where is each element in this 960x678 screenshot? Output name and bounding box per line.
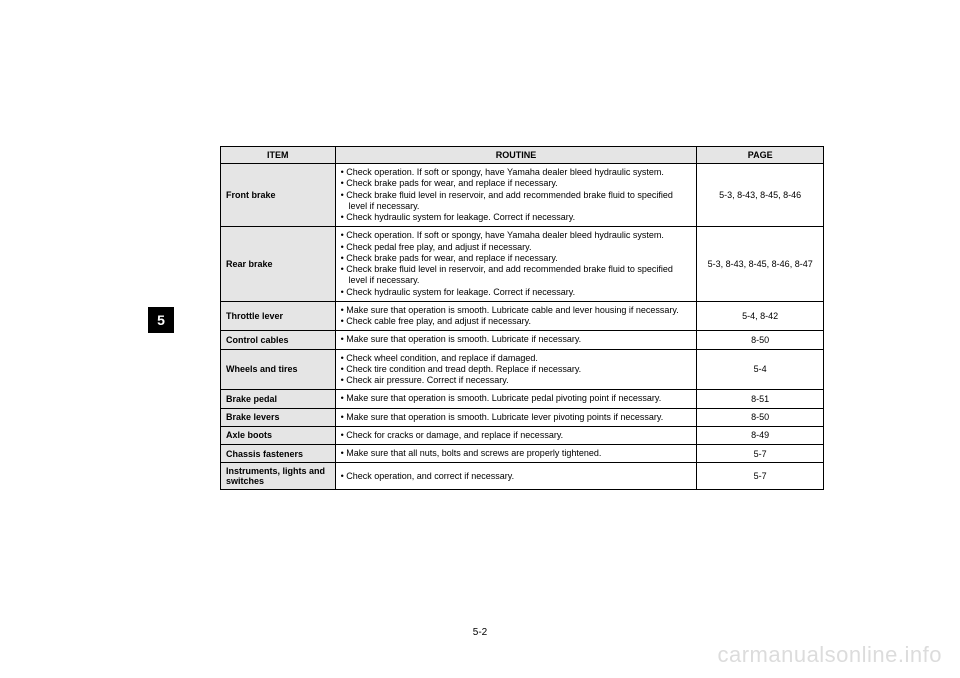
table-row: Instruments, lights and switches Check op…: [221, 463, 824, 490]
maintenance-table-wrap: ITEM ROUTINE PAGE Front brake Check opera…: [220, 146, 824, 490]
routine-cell: Make sure that operation is smooth. Lubr…: [335, 331, 697, 349]
item-cell: Instruments, lights and switches: [221, 463, 336, 490]
page-cell: 8-50: [697, 408, 824, 426]
section-number: 5: [157, 312, 165, 328]
routine-item: Check operation, and correct if necessar…: [341, 471, 692, 482]
col-header-page: PAGE: [697, 147, 824, 164]
routine-list: Check wheel condition, and replace if da…: [341, 353, 692, 387]
routine-item: Check wheel condition, and replace if da…: [341, 353, 692, 364]
routine-list: Check operation. If soft or spongy, have…: [341, 167, 692, 223]
watermark: carmanualsonline.info: [717, 642, 942, 668]
routine-item: Check operation. If soft or spongy, have…: [341, 230, 692, 241]
routine-item: Check brake fluid level in reservoir, an…: [341, 190, 692, 213]
page-cell: 5-3, 8-43, 8-45, 8-46, 8-47: [697, 227, 824, 302]
routine-item: Make sure that operation is smooth. Lubr…: [341, 412, 692, 423]
page-cell: 8-51: [697, 390, 824, 408]
table-row: Rear brake Check operation. If soft or sp…: [221, 227, 824, 302]
page-cell: 8-49: [697, 426, 824, 444]
item-cell: Control cables: [221, 331, 336, 349]
routine-item: Check operation. If soft or spongy, have…: [341, 167, 692, 178]
routine-item: Check brake pads for wear, and replace i…: [341, 178, 692, 189]
routine-cell: Check operation, and correct if necessar…: [335, 463, 697, 490]
routine-item: Check brake pads for wear, and replace i…: [341, 253, 692, 264]
routine-item: Check pedal free play, and adjust if nec…: [341, 242, 692, 253]
item-cell: Chassis fasteners: [221, 445, 336, 463]
routine-item: Check tire condition and tread depth. Re…: [341, 364, 692, 375]
table-header-row: ITEM ROUTINE PAGE: [221, 147, 824, 164]
table-row: Control cables Make sure that operation i…: [221, 331, 824, 349]
routine-list: Check operation. If soft or spongy, have…: [341, 230, 692, 298]
routine-item: Check for cracks or damage, and replace …: [341, 430, 692, 441]
manual-page: 5 ITEM ROUTINE PAGE Front brake Check ope…: [0, 0, 960, 678]
table-row: Wheels and tires Check wheel condition, a…: [221, 349, 824, 390]
routine-item: Check cable free play, and adjust if nec…: [341, 316, 692, 327]
routine-item: Check brake fluid level in reservoir, an…: [341, 264, 692, 287]
routine-item: Check hydraulic system for leakage. Corr…: [341, 287, 692, 298]
routine-cell: Make sure that all nuts, bolts and screw…: [335, 445, 697, 463]
item-cell: Front brake: [221, 164, 336, 227]
item-cell: Wheels and tires: [221, 349, 336, 390]
maintenance-table: ITEM ROUTINE PAGE Front brake Check opera…: [220, 146, 824, 490]
table-row: Chassis fasteners Make sure that all nuts…: [221, 445, 824, 463]
section-tab: 5: [148, 307, 174, 333]
routine-cell: Check operation. If soft or spongy, have…: [335, 164, 697, 227]
routine-list: Make sure that operation is smooth. Lubr…: [341, 393, 692, 404]
routine-cell: Check operation. If soft or spongy, have…: [335, 227, 697, 302]
routine-item: Check air pressure. Correct if necessary…: [341, 375, 692, 386]
routine-item: Make sure that operation is smooth. Lubr…: [341, 334, 692, 345]
table-row: Brake pedal Make sure that operation is s…: [221, 390, 824, 408]
routine-cell: Make sure that operation is smooth. Lubr…: [335, 390, 697, 408]
routine-list: Check operation, and correct if necessar…: [341, 471, 692, 482]
item-cell: Brake levers: [221, 408, 336, 426]
routine-cell: Make sure that operation is smooth. Lubr…: [335, 301, 697, 331]
routine-list: Make sure that all nuts, bolts and screw…: [341, 448, 692, 459]
page-cell: 5-7: [697, 445, 824, 463]
page-cell: 5-4: [697, 349, 824, 390]
col-header-routine: ROUTINE: [335, 147, 697, 164]
table-row: Brake levers Make sure that operation is …: [221, 408, 824, 426]
item-cell: Throttle lever: [221, 301, 336, 331]
routine-list: Check for cracks or damage, and replace …: [341, 430, 692, 441]
routine-item: Make sure that all nuts, bolts and screw…: [341, 448, 692, 459]
routine-item: Make sure that operation is smooth. Lubr…: [341, 305, 692, 316]
page-cell: 5-4, 8-42: [697, 301, 824, 331]
page-cell: 8-50: [697, 331, 824, 349]
item-cell: Rear brake: [221, 227, 336, 302]
routine-list: Make sure that operation is smooth. Lubr…: [341, 334, 692, 345]
routine-item: Make sure that operation is smooth. Lubr…: [341, 393, 692, 404]
routine-cell: Make sure that operation is smooth. Lubr…: [335, 408, 697, 426]
routine-cell: Check for cracks or damage, and replace …: [335, 426, 697, 444]
table-body: Front brake Check operation. If soft or s…: [221, 164, 824, 490]
table-row: Throttle lever Make sure that operation i…: [221, 301, 824, 331]
item-cell: Axle boots: [221, 426, 336, 444]
col-header-item: ITEM: [221, 147, 336, 164]
table-row: Front brake Check operation. If soft or s…: [221, 164, 824, 227]
routine-list: Make sure that operation is smooth. Lubr…: [341, 412, 692, 423]
page-cell: 5-7: [697, 463, 824, 490]
page-cell: 5-3, 8-43, 8-45, 8-46: [697, 164, 824, 227]
routine-list: Make sure that operation is smooth. Lubr…: [341, 305, 692, 328]
page-number: 5-2: [0, 627, 960, 638]
routine-item: Check hydraulic system for leakage. Corr…: [341, 212, 692, 223]
routine-cell: Check wheel condition, and replace if da…: [335, 349, 697, 390]
table-row: Axle boots Check for cracks or damage, an…: [221, 426, 824, 444]
item-cell: Brake pedal: [221, 390, 336, 408]
